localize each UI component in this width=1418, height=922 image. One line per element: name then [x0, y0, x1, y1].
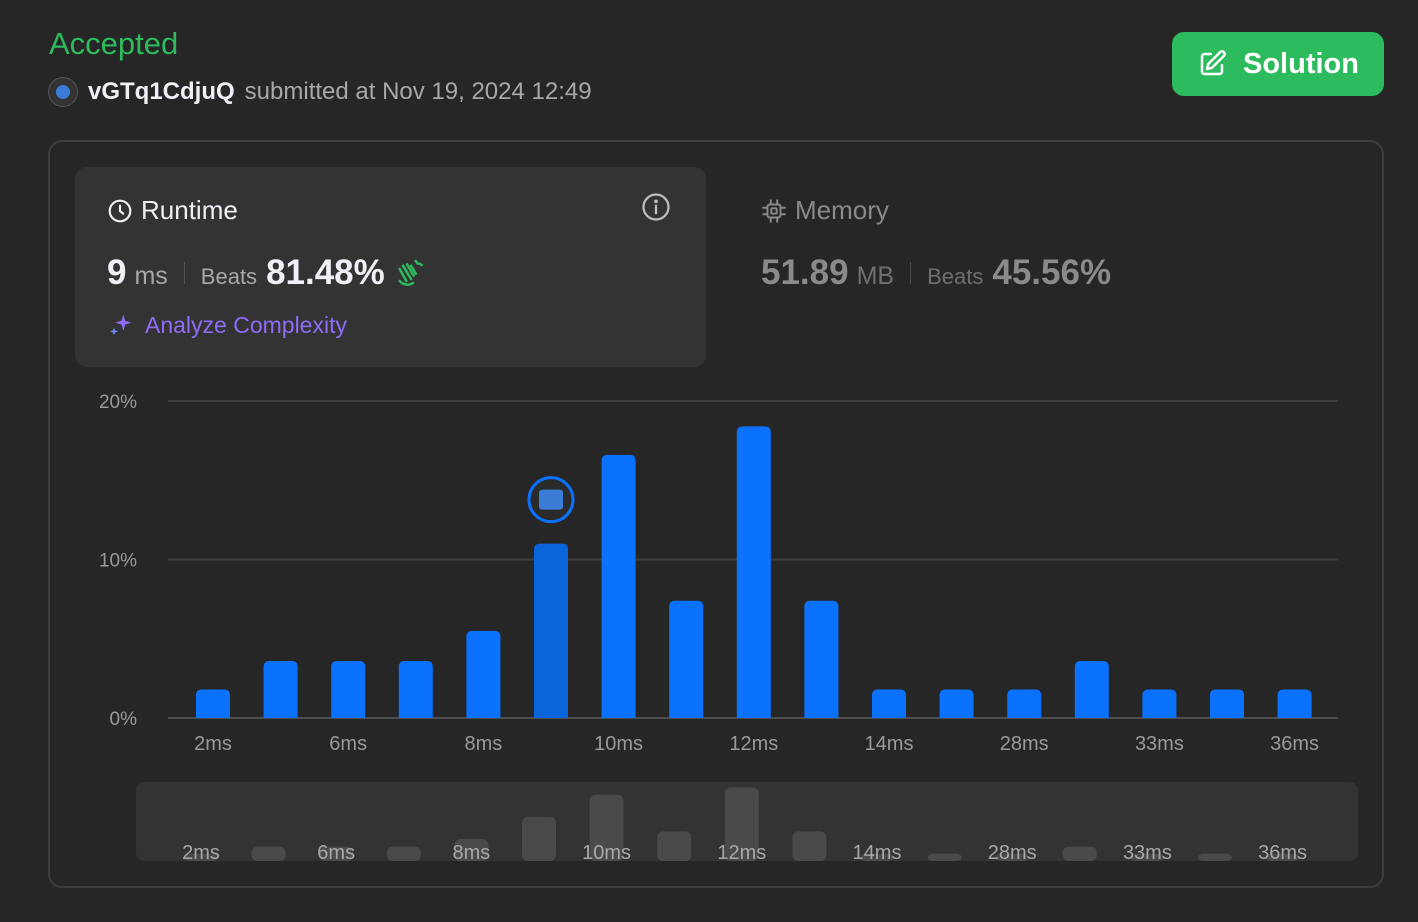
- minimap-bar: [386, 846, 421, 861]
- runtime-bar[interactable]: [601, 454, 636, 718]
- minimap-bar: [995, 853, 1030, 861]
- runtime-value: 9: [107, 253, 127, 292]
- runtime-bar[interactable]: [872, 689, 906, 718]
- runtime-bar[interactable]: [939, 689, 974, 718]
- memory-metric: 51.89 MB Beats 45.56%: [761, 253, 1111, 293]
- info-icon[interactable]: [641, 192, 671, 222]
- runtime-bar[interactable]: [1007, 689, 1042, 718]
- x-tick-label: 36ms: [1270, 733, 1319, 755]
- x-tick-label: 10ms: [594, 733, 643, 755]
- memory-title: Memory: [761, 195, 889, 226]
- runtime-bar[interactable]: [1277, 689, 1312, 718]
- runtime-bar[interactable]: [1210, 689, 1244, 718]
- minimap-bar: [1265, 853, 1300, 861]
- x-tick-label: 8ms: [465, 733, 503, 755]
- runtime-title-label: Runtime: [141, 195, 238, 225]
- chart-minimap[interactable]: 2ms 6ms 8ms 10ms 12ms 14ms 28ms 33ms 36ms: [182, 787, 1307, 864]
- minimap-bar: [657, 831, 692, 861]
- result-card: Runtime 9 ms Beats 81.48% Analyze Comple…: [48, 140, 1384, 888]
- x-tick-label: 12ms: [729, 733, 778, 755]
- runtime-bar[interactable]: [196, 689, 230, 718]
- minimap-tick-label: 10ms: [582, 842, 631, 864]
- runtime-bar[interactable]: [1142, 689, 1177, 718]
- runtime-bar[interactable]: [398, 660, 433, 718]
- runtime-bar[interactable]: [263, 660, 298, 718]
- minimap-tick-label: 6ms: [317, 842, 355, 864]
- runtime-bar[interactable]: [534, 543, 568, 718]
- minimap-tick-label: 2ms: [182, 842, 220, 864]
- minimap-bar: [792, 831, 827, 861]
- memory-panel[interactable]: Memory 51.89 MB Beats 45.56%: [736, 167, 1336, 367]
- status-accepted: Accepted: [49, 26, 179, 61]
- minimap-bar: [522, 817, 556, 861]
- minimap-bar: [1130, 853, 1165, 861]
- minimap-tick-label: 8ms: [453, 842, 491, 864]
- clock-icon: [108, 199, 132, 222]
- clapping-hands-icon: [398, 259, 423, 286]
- minimap-tick-label: 36ms: [1258, 842, 1307, 864]
- memory-beats-label: Beats: [927, 264, 984, 289]
- minimap-bar: [319, 846, 354, 861]
- y-tick-label: 10%: [99, 551, 137, 572]
- analyze-complexity-link[interactable]: Analyze Complexity: [107, 311, 347, 339]
- minimap-tick-label: 28ms: [988, 842, 1037, 864]
- submission-info: vGTq1CdjuQ submitted at Nov 19, 2024 12:…: [48, 77, 592, 107]
- minimap-bar: [589, 794, 624, 861]
- username-link[interactable]: vGTq1CdjuQ: [88, 78, 235, 105]
- runtime-bar[interactable]: [331, 660, 366, 718]
- sparkle-icon: [109, 314, 132, 336]
- minimap-bar: [184, 853, 218, 861]
- memory-unit: MB: [856, 262, 895, 290]
- memory-title-label: Memory: [795, 195, 889, 225]
- minimap-bar: [860, 853, 894, 861]
- runtime-bar[interactable]: [736, 426, 771, 718]
- y-tick-label: 0%: [110, 709, 138, 730]
- x-tick-label: 28ms: [1000, 733, 1049, 755]
- runtime-title: Runtime: [107, 195, 238, 226]
- minimap-bar: [1062, 846, 1097, 861]
- minimap-tick-label: 12ms: [717, 842, 766, 864]
- edit-icon: [1200, 50, 1226, 76]
- minimap-bar: [927, 853, 962, 861]
- runtime-bar[interactable]: [669, 600, 704, 718]
- chart-labels: 0% 10% 20% 2ms 6ms 8ms 10ms 12ms 14ms 28ms 33ms 36m…: [99, 392, 1319, 755]
- runtime-metric: 9 ms Beats 81.48%: [107, 253, 425, 293]
- minimap-tick-label: 33ms: [1123, 842, 1172, 864]
- runtime-panel[interactable]: Runtime 9 ms Beats 81.48% Analyze Comple…: [75, 167, 706, 367]
- minimap-bar: [454, 839, 489, 861]
- runtime-bar[interactable]: [466, 630, 501, 718]
- x-tick-label: 33ms: [1135, 733, 1184, 755]
- memory-beats-value: 45.56%: [992, 253, 1112, 292]
- minimap-bar: [251, 846, 286, 861]
- avatar[interactable]: [48, 77, 78, 107]
- minimap-bar: [1198, 853, 1232, 861]
- analyze-complexity-label: Analyze Complexity: [145, 311, 347, 338]
- x-tick-label: 2ms: [194, 733, 232, 755]
- minimap-tick-label: 14ms: [853, 842, 902, 864]
- user-avatar-image: [539, 489, 563, 510]
- runtime-beats-value: 81.48%: [266, 253, 385, 292]
- runtime-bar[interactable]: [1074, 660, 1109, 718]
- x-tick-label: 6ms: [329, 733, 367, 755]
- solution-button[interactable]: Solution: [1172, 32, 1384, 96]
- memory-value: 51.89: [761, 253, 849, 292]
- chip-icon: [762, 198, 786, 223]
- y-tick-label: 20%: [99, 392, 137, 413]
- minimap-bar: [724, 787, 759, 861]
- metric-divider: [910, 262, 912, 284]
- solution-label: Solution: [1243, 47, 1359, 80]
- runtime-bar[interactable]: [804, 600, 839, 718]
- chart-bars: [196, 426, 1312, 718]
- runtime-beats-label: Beats: [200, 264, 258, 289]
- submitted-at: submitted at Nov 19, 2024 12:49: [244, 78, 592, 105]
- runtime-unit: ms: [134, 262, 168, 290]
- metric-divider: [183, 262, 185, 284]
- x-tick-label: 14ms: [865, 733, 914, 755]
